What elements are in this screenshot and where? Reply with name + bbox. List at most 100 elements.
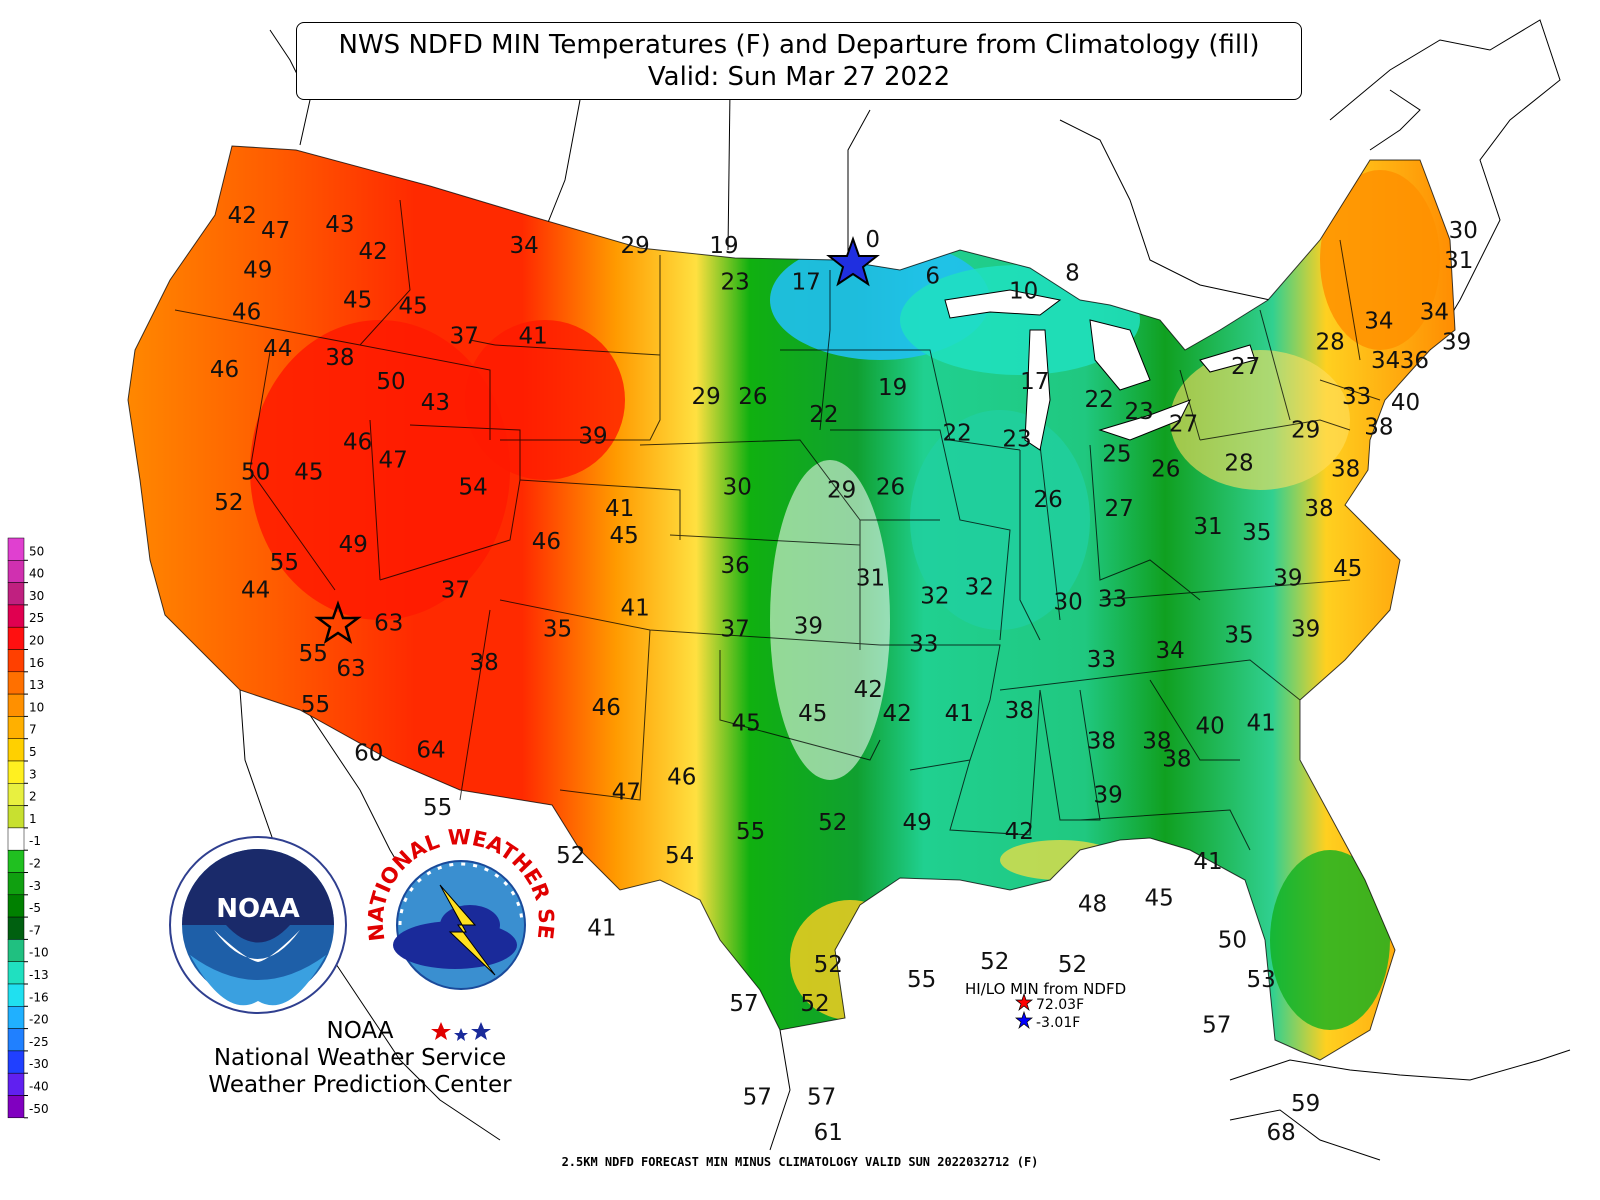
temperature-label: 27: [1105, 496, 1134, 522]
temperature-label: 27: [1169, 411, 1198, 437]
legend-swatch: [7, 872, 25, 896]
legend-tick-label: 20: [29, 634, 44, 648]
legend-tick-label: -7: [29, 923, 41, 937]
temperature-label: 55: [907, 967, 936, 993]
temperature-label: 39: [1093, 783, 1122, 809]
legend-swatch: [7, 716, 25, 739]
temperature-label: 28: [1224, 451, 1253, 477]
legend-tick-label: 30: [29, 589, 44, 603]
temperature-label: 29: [827, 478, 856, 504]
temperature-label: 43: [325, 212, 354, 238]
temperature-label: 57: [807, 1085, 836, 1111]
temperature-label: 29: [692, 384, 721, 410]
temperature-label: 6: [925, 263, 940, 289]
temperature-label: 36: [1400, 348, 1429, 374]
temperature-label: 54: [665, 843, 694, 869]
legend-tick-label: -2: [29, 857, 41, 871]
temperature-label: 37: [450, 324, 479, 350]
temperature-label: 46: [210, 357, 239, 383]
temperature-label: 45: [609, 523, 638, 549]
temperature-label: 38: [1005, 698, 1034, 724]
legend-tick-label: 2: [29, 790, 37, 804]
temperature-label: 34: [1156, 638, 1185, 664]
temperature-label: 41: [945, 701, 974, 727]
temperature-label: 23: [1124, 399, 1153, 425]
legend-swatch: [7, 849, 25, 873]
temperature-label: 44: [241, 577, 270, 603]
legend-swatch: [7, 961, 25, 985]
legend-tick-label: -1: [29, 834, 41, 848]
temperature-label: 55: [270, 550, 299, 576]
temperature-label: 0: [865, 227, 880, 253]
temperature-label: 54: [458, 475, 487, 501]
temperature-label: 34: [510, 233, 539, 259]
temperature-label: 46: [343, 429, 372, 455]
legend-tick-label: 40: [29, 567, 44, 581]
legend-tick-label: -30: [29, 1057, 49, 1071]
legend-swatch: [7, 983, 25, 1007]
temperature-label: 39: [1442, 330, 1471, 356]
temperature-label: 42: [359, 239, 388, 265]
temperature-label: 52: [814, 952, 843, 978]
temperature-label: 35: [543, 617, 572, 643]
temperature-label: 52: [214, 490, 243, 516]
temperature-label: 31: [856, 565, 885, 591]
legend-swatch: [7, 894, 25, 918]
temperature-label: 38: [1304, 496, 1333, 522]
temperature-label: 60: [354, 741, 383, 767]
temperature-label: 41: [621, 596, 650, 622]
temperature-label: 33: [1342, 384, 1371, 410]
temperature-label: 38: [470, 650, 499, 676]
temperature-label: 57: [743, 1085, 772, 1111]
temperature-label: 26: [1151, 457, 1180, 483]
temperature-label: 64: [416, 737, 445, 763]
hilo-legend: HI/LO MIN from NDFD 72.03F -3.01F: [965, 980, 1126, 1031]
legend-tick-label: -16: [29, 990, 49, 1004]
temperature-label: 52: [1058, 952, 1087, 978]
legend-tick-label: -20: [29, 1013, 49, 1027]
temperature-label: 23: [720, 269, 749, 295]
temperature-label: 28: [1315, 330, 1344, 356]
temperature-label: 46: [592, 695, 621, 721]
temperature-label: 32: [965, 574, 994, 600]
credit-wpc: Weather Prediction Center: [208, 1072, 512, 1098]
temperature-label: 26: [1033, 487, 1062, 513]
temperature-label: 23: [1002, 426, 1031, 452]
temperature-label: 29: [621, 233, 650, 259]
legend-swatch: [7, 805, 25, 829]
temperature-label: 38: [1142, 728, 1171, 754]
legend-tick-label: -50: [29, 1102, 49, 1116]
temperature-label: 25: [1102, 442, 1131, 468]
temperature-label: 29: [1291, 417, 1320, 443]
temperature-label: 49: [243, 257, 272, 283]
legend-tick-label: 3: [29, 767, 37, 781]
legend-tick-label: 13: [29, 678, 44, 692]
legend-swatch: [7, 738, 25, 762]
legend-swatch: [7, 604, 25, 628]
temperature-label: 49: [339, 532, 368, 558]
temperature-label: 26: [876, 475, 905, 501]
legend-swatch: [7, 1095, 25, 1119]
map-title: NWS NDFD MIN Temperatures (F) and Depart…: [296, 22, 1302, 100]
temperature-label: 33: [909, 632, 938, 658]
legend-swatch: [7, 827, 25, 851]
temperature-label: 42: [228, 203, 257, 229]
temperature-label: 47: [261, 218, 290, 244]
temperature-label: 42: [1005, 819, 1034, 845]
temperature-label: 63: [336, 656, 365, 682]
legend-swatch: [7, 582, 25, 606]
legend-swatch: [7, 1072, 25, 1096]
temperature-label: 57: [1202, 1012, 1231, 1038]
map-title-line2: Valid: Sun Mar 27 2022: [647, 62, 951, 92]
legend-tick-label: 7: [29, 723, 37, 737]
temperature-label: 45: [343, 288, 372, 314]
map-title-line1: NWS NDFD MIN Temperatures (F) and Depart…: [338, 30, 1260, 60]
temperature-label: 45: [732, 710, 761, 736]
hilo-lo-star-icon: [1015, 1010, 1033, 1030]
legend-swatch: [7, 537, 25, 561]
temperature-label: 33: [1098, 586, 1127, 612]
temperature-label: 45: [294, 460, 323, 486]
temperature-label: 35: [1224, 623, 1253, 649]
legend-swatch: [7, 693, 25, 717]
temperature-label: 63: [374, 611, 403, 637]
